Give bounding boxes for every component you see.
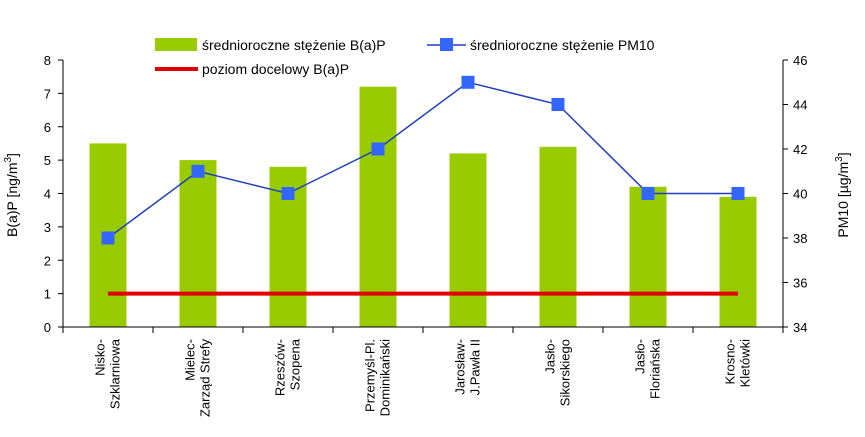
right-tick-label-3: 40 [793,187,807,202]
category-label-0-line-0: Nisko- [93,339,108,376]
category-label-3-line-1: Dominikański [378,339,393,416]
category-label-1: Mielec- Zarząd Strefy [183,339,213,418]
category-label-0: Nisko- Szklarniowa [93,338,123,409]
left-tick-label-3: 3 [44,220,51,235]
left-tick-labels: 0 1 2 3 4 5 6 7 8 [44,53,51,335]
category-label-3: Przemyśl-Pl. Dominikański [363,339,393,416]
left-tick-label-7: 7 [44,86,51,101]
right-tick-label-1: 36 [793,276,807,291]
right-tick-label-0: 34 [793,320,807,335]
category-labels: Nisko- Szklarniowa Mielec- Zarząd Strefy Rze… [93,338,753,417]
category-label-2: Rzeszów- Szopena [273,338,303,396]
bap-bar-7 [719,196,757,327]
left-axis-title: B(a)P [ng/m3] [3,153,20,237]
category-label-1-line-0: Mielec- [183,339,198,381]
category-label-4: Jarosław- J.Pawła II [453,339,483,395]
bap-bar-4 [449,153,487,327]
bap-bar-5 [539,146,577,327]
category-label-5: Jasło- Sikorskiego [543,339,573,406]
right-tick-label-5: 44 [793,98,807,113]
category-label-4-line-1: J.Pawła II [468,339,483,395]
pm10-marker-3 [371,142,385,156]
bap-bar-3 [359,86,397,327]
legend-swatch-pm10-marker [440,38,453,51]
category-label-0-line-1: Szklarniowa [108,338,123,409]
legend: średnioroczne stężenie B(a)P średniorocz… [155,37,655,77]
left-tick-label-6: 6 [44,120,51,135]
legend-label-bap: średnioroczne stężenie B(a)P [202,37,386,53]
pm10-marker-1 [191,164,205,178]
right-tick-label-2: 38 [793,231,807,246]
left-tick-label-2: 2 [44,253,51,268]
pm10-marker-2 [281,187,295,200]
category-label-6-line-1: Floriańska [648,338,663,399]
legend-swatch-bap-bar [155,38,197,51]
bap-bar-6 [629,186,667,327]
axes-group [58,59,788,333]
category-label-7-line-0: Krosno- [723,339,738,385]
category-label-2-line-1: Szopena [288,338,303,390]
category-label-2-line-0: Rzeszów- [273,339,288,396]
bars-group [89,86,757,327]
left-tick-label-4: 4 [44,187,51,202]
category-label-7: Krosno- Kletówki [723,339,753,388]
pm10-marker-5 [551,98,565,111]
pm10-marker-6 [641,187,655,200]
pm10-marker-7 [731,187,745,200]
category-label-6-line-0: Jasło- [633,339,648,374]
left-tick-label-1: 1 [44,287,51,302]
left-tick-label-0: 0 [44,320,51,335]
pm10-series-group [101,75,745,245]
pm10-line [107,81,738,239]
category-label-4-line-0: Jarosław- [453,339,468,395]
right-tick-label-4: 42 [793,142,807,157]
category-label-6: Jasło- Floriańska [633,338,663,399]
legend-label-pm10: średnioroczne stężenie PM10 [470,37,655,53]
category-label-3-line-0: Przemyśl-Pl. [363,339,378,412]
left-tick-label-8: 8 [44,53,51,68]
bap-bar-1 [179,160,217,327]
pm10-marker-4 [461,75,475,89]
category-label-5-line-1: Sikorskiego [558,339,573,406]
category-label-5-line-0: Jasło- [543,339,558,374]
legend-label-target: poziom docelowy B(a)P [202,61,349,77]
right-axis-title: PM10 [µg/m3] [834,152,851,237]
left-tick-label-5: 5 [44,153,51,168]
right-tick-label-6: 46 [793,53,807,68]
pm10-marker-0 [101,231,115,245]
category-label-1-line-1: Zarząd Strefy [198,339,213,418]
category-label-7-line-1: Kletówki [738,339,753,388]
right-tick-labels: 34 36 38 40 42 44 46 [793,53,807,335]
